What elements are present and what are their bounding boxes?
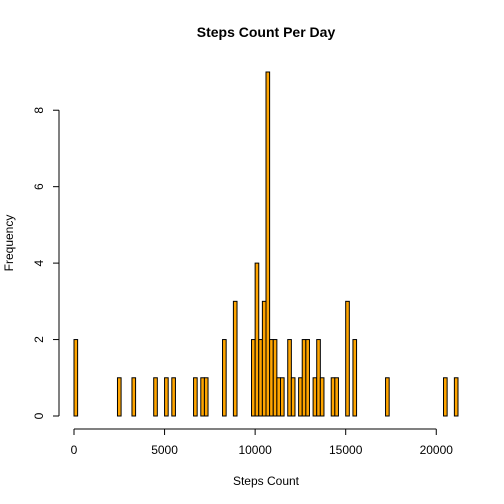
x-tick-label-2: 10000: [238, 443, 272, 457]
histogram-bar-34: [453, 377, 459, 417]
y-tick-label-4: 8: [32, 107, 46, 114]
histogram-bar-28: [330, 377, 336, 417]
x-axis-ticks: 0 5000 10000 15000 20000: [71, 429, 454, 457]
histogram-bar-22: [298, 377, 303, 417]
histogram-bar-8: [203, 377, 209, 417]
y-tick-label-3: 6: [32, 183, 46, 190]
histogram-bar-23: [301, 339, 307, 417]
histogram-bar-20: [287, 339, 292, 417]
histogram-bar-27: [319, 377, 325, 417]
histogram-bar-16: [269, 339, 274, 417]
histogram-bar-18: [276, 377, 281, 417]
x-tick-label-0: 0: [71, 443, 78, 457]
histogram-bar-0: [73, 339, 79, 417]
histogram-bar-32: [385, 377, 390, 417]
histogram-bar-19: [279, 377, 285, 417]
histogram-bar-30: [345, 300, 350, 417]
histogram-bar-6: [193, 377, 198, 417]
histogram-bar-9: [222, 339, 227, 417]
x-tick-label-3: 15000: [329, 443, 363, 457]
y-tick-label-2: 4: [32, 259, 46, 266]
histogram-bar-7: [200, 377, 205, 417]
histogram-bar-15: [265, 71, 271, 417]
histogram-bar-1: [116, 377, 122, 417]
histogram-bar-2: [131, 377, 137, 417]
histogram-bar-11: [251, 339, 256, 417]
chart-title: Steps Count Per Day: [197, 24, 336, 40]
histogram-bar-31: [352, 339, 358, 417]
histogram-bar-13: [258, 339, 263, 417]
x-tick-label-1: 5000: [151, 443, 178, 457]
histogram-bar-21: [290, 377, 296, 417]
y-axis-label: Frequency: [2, 215, 16, 272]
histogram-bar-5: [171, 377, 176, 417]
histogram-bar-12: [254, 262, 260, 417]
x-tick-label-4: 20000: [420, 443, 454, 457]
histogram-bar-14: [261, 300, 267, 417]
histogram-bar-3: [153, 377, 158, 417]
bars-group: [73, 71, 459, 417]
histogram-bar-4: [164, 377, 169, 417]
histogram-bar-26: [316, 339, 321, 417]
y-tick-label-1: 2: [32, 336, 46, 343]
histogram-bar-17: [272, 339, 278, 417]
histogram-bar-24: [305, 339, 310, 417]
histogram-bar-10: [232, 300, 238, 417]
histogram-bar-29: [334, 377, 339, 417]
histogram-bar-33: [443, 377, 448, 417]
y-axis-ticks: 0 2 4 6 8: [32, 107, 59, 419]
histogram-bar-25: [312, 377, 318, 417]
y-tick-label-0: 0: [32, 412, 46, 419]
x-axis-label: Steps Count: [233, 474, 300, 488]
